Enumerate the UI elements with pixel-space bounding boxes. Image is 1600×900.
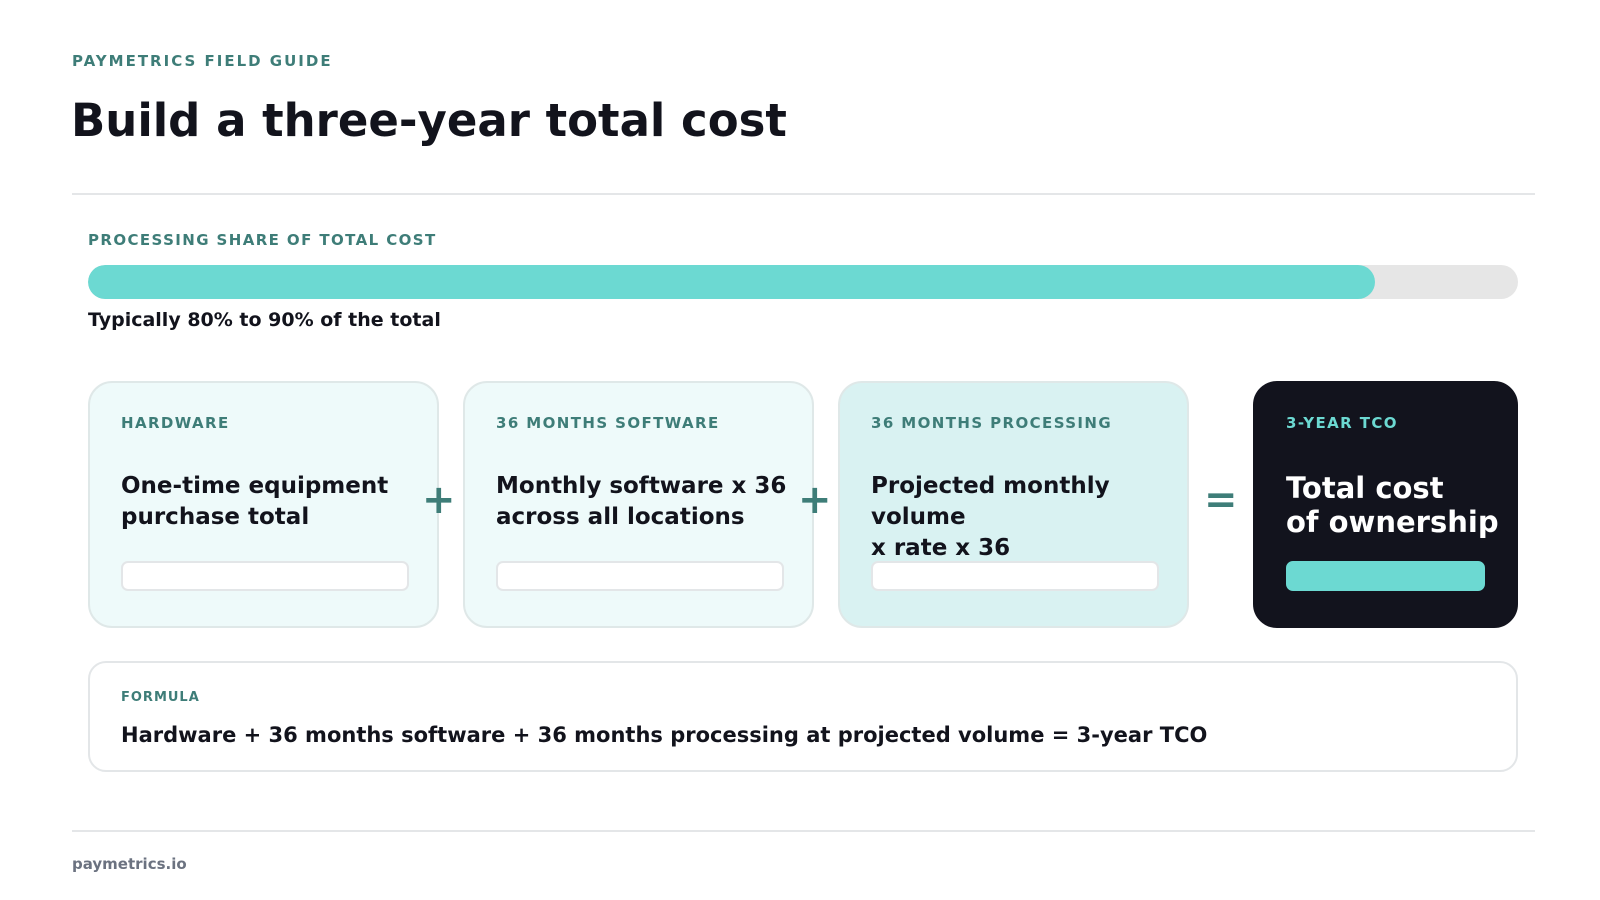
card-hardware-label: HARDWARE xyxy=(121,414,230,432)
plus-operator: + xyxy=(422,477,456,523)
processing-share-bar xyxy=(88,265,1518,299)
plus-operator: + xyxy=(798,477,832,523)
processing-value-field[interactable] xyxy=(871,561,1159,591)
card-hardware-body: One-time equipment purchase total xyxy=(121,473,389,530)
card-software-body: Monthly software x 36 across all locatio… xyxy=(496,473,787,530)
tco-result-field xyxy=(1286,561,1485,591)
equals-operator: = xyxy=(1204,477,1238,523)
processing-share-fill xyxy=(88,265,1375,299)
page-title: Build a three-year total cost xyxy=(71,94,787,147)
eyebrow-label: PAYMETRICS FIELD GUIDE xyxy=(72,52,333,70)
card-software: 36 MONTHS SOFTWARE Monthly software x 36… xyxy=(463,381,814,628)
software-value-field[interactable] xyxy=(496,561,784,591)
card-processing-body: Projected monthly volume x rate x 36 xyxy=(871,473,1110,561)
card-tco-label: 3-YEAR TCO xyxy=(1286,414,1398,432)
footer-site: paymetrics.io xyxy=(72,855,187,873)
bottom-divider xyxy=(72,830,1535,832)
card-processing: 36 MONTHS PROCESSING Projected monthly v… xyxy=(838,381,1189,628)
card-processing-label: 36 MONTHS PROCESSING xyxy=(871,414,1113,432)
card-software-label: 36 MONTHS SOFTWARE xyxy=(496,414,720,432)
formula-text: Hardware + 36 months software + 36 month… xyxy=(121,723,1208,747)
formula-box: FORMULA Hardware + 36 months software + … xyxy=(88,661,1518,772)
processing-share-label: PROCESSING SHARE OF TOTAL COST xyxy=(88,231,437,249)
card-tco: 3-YEAR TCO Total cost of ownership xyxy=(1253,381,1518,628)
processing-share-note: Typically 80% to 90% of the total xyxy=(88,309,441,331)
formula-label: FORMULA xyxy=(121,690,200,705)
top-divider xyxy=(72,193,1535,195)
card-hardware: HARDWARE One-time equipment purchase tot… xyxy=(88,381,439,628)
card-tco-body: Total cost of ownership xyxy=(1286,471,1499,539)
hardware-value-field[interactable] xyxy=(121,561,409,591)
